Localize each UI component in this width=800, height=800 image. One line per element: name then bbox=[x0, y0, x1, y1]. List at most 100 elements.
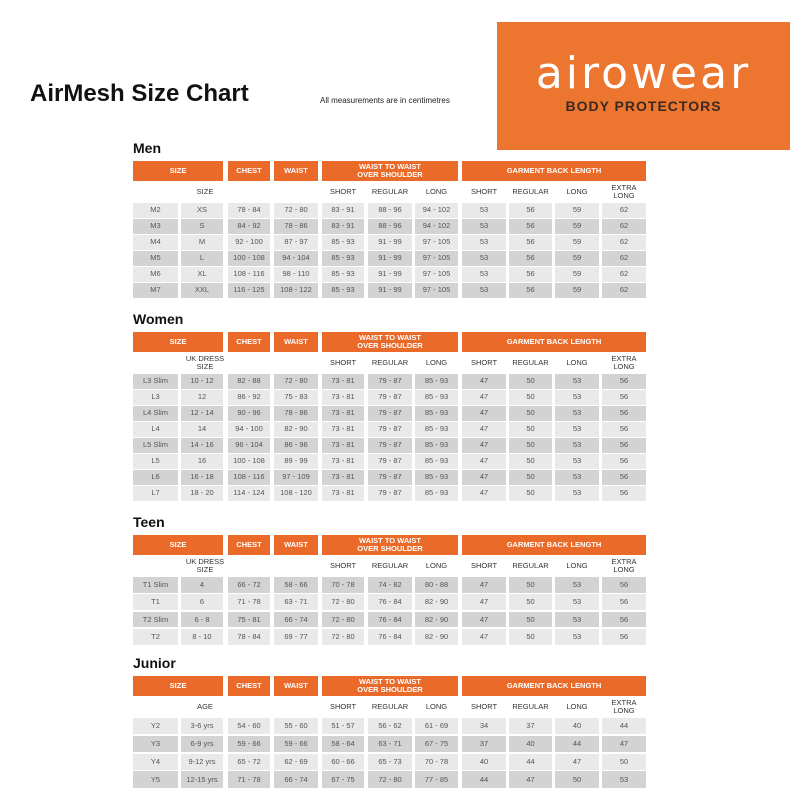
table-cell: 85 - 93 bbox=[322, 283, 364, 298]
table-cell: 97 - 105 bbox=[415, 283, 458, 298]
table-cell: 59 bbox=[555, 283, 599, 298]
table-cell: 65 - 73 bbox=[368, 753, 412, 770]
subheader-regular: REGULAR bbox=[371, 561, 409, 571]
table-cell: L bbox=[181, 251, 223, 266]
subheader-regular: REGULAR bbox=[512, 702, 549, 712]
table-cell: 85 - 93 bbox=[415, 438, 458, 453]
table-cell: 56 bbox=[509, 219, 552, 234]
subheader-regular: REGULAR bbox=[512, 187, 549, 197]
table-cell: 16 bbox=[181, 454, 223, 469]
table-cell: T1 bbox=[133, 594, 178, 611]
table-cell: 73 - 81 bbox=[322, 422, 364, 437]
table-cell: 66 - 72 bbox=[228, 577, 270, 593]
table-cell: XS bbox=[181, 203, 223, 218]
table-cell: 85 - 93 bbox=[415, 470, 458, 485]
table-cell: 100 - 108 bbox=[228, 454, 270, 469]
table-cell: 62 bbox=[602, 219, 646, 234]
subheader-second-column: AGE bbox=[197, 702, 213, 712]
table-cell: 50 bbox=[509, 577, 552, 593]
table-cell: 108 - 116 bbox=[228, 470, 270, 485]
table-cell: T2 Slim bbox=[133, 611, 178, 628]
table-cell: 116 - 125 bbox=[228, 283, 270, 298]
table-cell: 56 bbox=[602, 611, 646, 628]
table-cell: 44 bbox=[509, 753, 552, 770]
table-cell: 14 - 16 bbox=[181, 438, 223, 453]
table-cell: 79 - 87 bbox=[368, 406, 412, 421]
table-cell: 85 - 93 bbox=[415, 390, 458, 405]
table-cell: 79 - 87 bbox=[368, 438, 412, 453]
table-cell: 56 bbox=[509, 251, 552, 266]
table-cell: 44 bbox=[555, 735, 599, 753]
header-garment-back-length: GARMENT BACK LENGTH bbox=[462, 332, 646, 352]
table-cell: 60 - 66 bbox=[322, 753, 364, 770]
table-cell: 59 bbox=[555, 251, 599, 266]
table-cell: 78 - 86 bbox=[274, 406, 318, 421]
table-cell: 50 bbox=[509, 374, 552, 389]
header-garment-back-length: GARMENT BACK LENGTH bbox=[462, 535, 646, 555]
table-cell: T1 Slim bbox=[133, 577, 178, 593]
subheader-regular: REGULAR bbox=[371, 702, 409, 712]
subheader-regular: REGULAR bbox=[371, 358, 409, 368]
table-cell: 56 bbox=[602, 628, 646, 645]
table-cell: L5 bbox=[133, 454, 178, 469]
table-cell: 47 bbox=[509, 771, 552, 788]
table-cell: 79 - 87 bbox=[368, 422, 412, 437]
header-waist-to-waist: WAIST TO WAIST OVER SHOULDER bbox=[322, 676, 458, 696]
table-cell: 85 - 93 bbox=[322, 235, 364, 250]
table-cell: 96 - 104 bbox=[228, 438, 270, 453]
table-cell: 56 bbox=[602, 438, 646, 453]
table-cell: 92 - 100 bbox=[228, 235, 270, 250]
header-size: SIZE bbox=[133, 676, 223, 696]
table-cell: 97 - 105 bbox=[415, 267, 458, 282]
table-cell: 47 bbox=[462, 390, 506, 405]
table-cell: 70 - 78 bbox=[322, 577, 364, 593]
table-cell: Y2 bbox=[133, 718, 178, 735]
table-cell: 51 - 57 bbox=[322, 718, 364, 735]
table-cell: 73 - 81 bbox=[322, 486, 364, 501]
subheader-long: LONG bbox=[425, 561, 448, 571]
table-cell: 72 - 80 bbox=[368, 771, 412, 788]
table-cell: M5 bbox=[133, 251, 178, 266]
table-cell: 59 bbox=[555, 235, 599, 250]
table-cell: 72 - 80 bbox=[274, 203, 318, 218]
table-cell: 53 bbox=[462, 235, 506, 250]
table-cell: 79 - 87 bbox=[368, 454, 412, 469]
airowear-logo: airowear BODY PROTECTORS bbox=[497, 22, 790, 150]
table-cell: M3 bbox=[133, 219, 178, 234]
header-chest: CHEST bbox=[228, 161, 270, 181]
table-cell: 12 - 14 bbox=[181, 406, 223, 421]
table-cell: 73 - 81 bbox=[322, 470, 364, 485]
header-chest: CHEST bbox=[228, 332, 270, 352]
table-cell: 82 - 90 bbox=[415, 594, 458, 611]
table-cell: M4 bbox=[133, 235, 178, 250]
subheader-short: SHORT bbox=[329, 187, 357, 197]
subheader-regular: REGULAR bbox=[512, 561, 549, 571]
table-cell: 56 bbox=[602, 594, 646, 611]
table-cell: 37 bbox=[509, 718, 552, 735]
table-cell: 62 - 69 bbox=[274, 753, 318, 770]
table-cell: 72 - 80 bbox=[322, 594, 364, 611]
table-cell: 50 bbox=[509, 594, 552, 611]
table-cell: 108 - 122 bbox=[274, 283, 318, 298]
table-cell: 85 - 93 bbox=[415, 406, 458, 421]
table-cell: L5 Slim bbox=[133, 438, 178, 453]
table-cell: 91 - 99 bbox=[368, 283, 412, 298]
table-cell: 53 bbox=[555, 628, 599, 645]
table-cell: 62 bbox=[602, 235, 646, 250]
header-chest: CHEST bbox=[228, 676, 270, 696]
table-cell: 53 bbox=[462, 219, 506, 234]
table-cell: 59 bbox=[555, 219, 599, 234]
subheader-regular: REGULAR bbox=[371, 187, 409, 197]
table-cell: 40 bbox=[509, 735, 552, 753]
table-cell: 85 - 93 bbox=[415, 454, 458, 469]
header-size: SIZE bbox=[133, 161, 223, 181]
table-cell: 47 bbox=[555, 753, 599, 770]
table-cell: 59 bbox=[555, 203, 599, 218]
table-cell: 6-9 yrs bbox=[181, 735, 223, 753]
table-cell: 77 - 85 bbox=[415, 771, 458, 788]
table-cell: 47 bbox=[462, 594, 506, 611]
table-cell: 94 - 100 bbox=[228, 422, 270, 437]
section-title: Men bbox=[133, 140, 161, 156]
table-cell: 67 - 75 bbox=[322, 771, 364, 788]
table-cell: Y3 bbox=[133, 735, 178, 753]
